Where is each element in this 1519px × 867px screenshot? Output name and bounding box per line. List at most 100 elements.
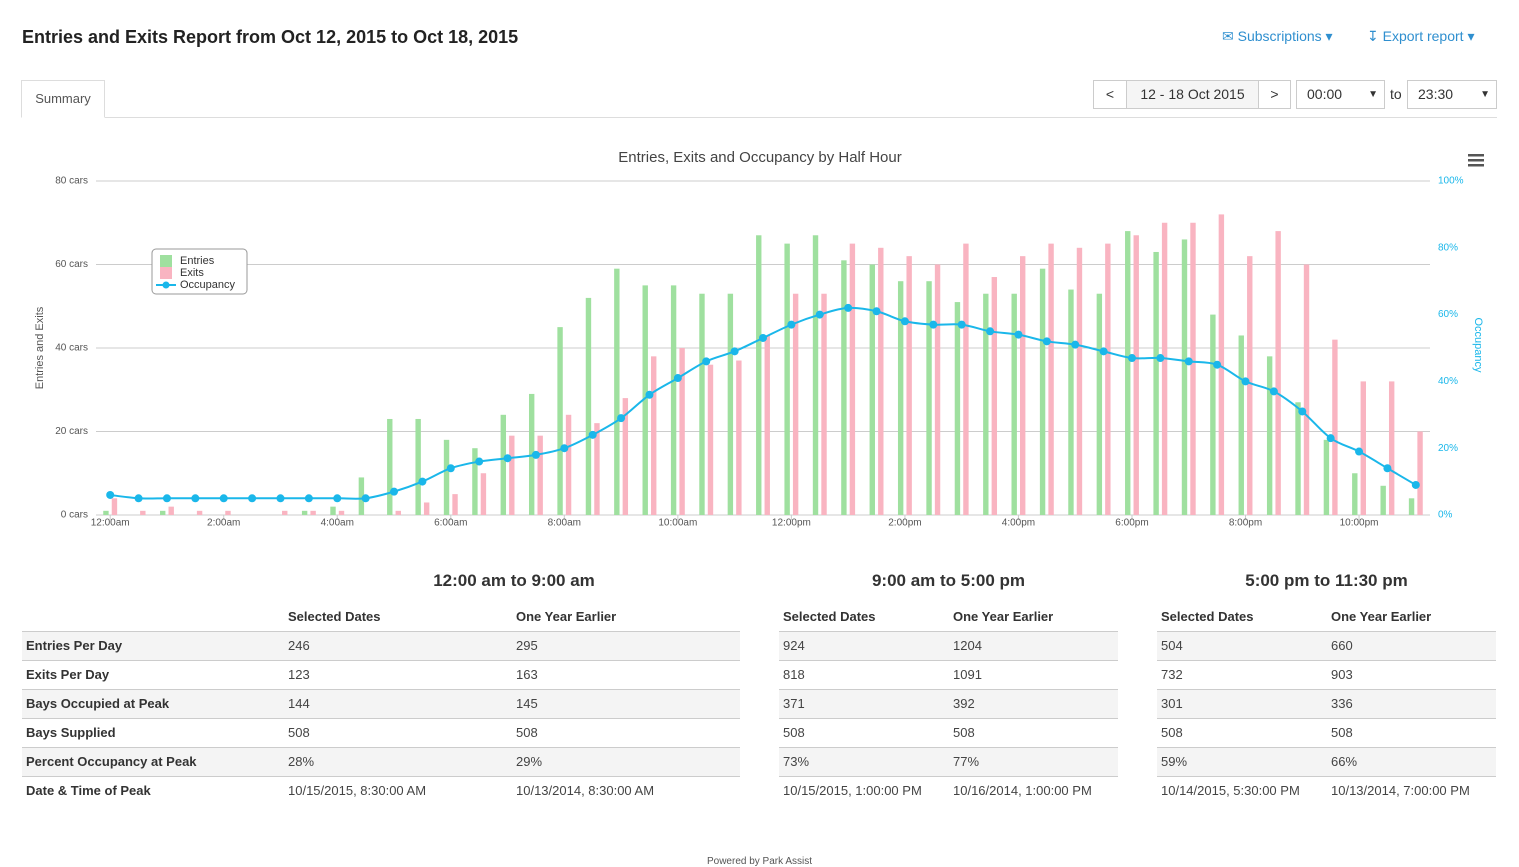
next-button[interactable]: >	[1258, 80, 1291, 109]
bar	[225, 510, 231, 515]
x-tick-label: 4:00am	[321, 518, 354, 529]
bar	[423, 502, 430, 515]
from-value[interactable]: 00:00	[1307, 86, 1343, 102]
point	[588, 430, 597, 439]
table-cell: 295	[516, 638, 538, 653]
table-cell: 301	[1161, 696, 1183, 711]
bar	[707, 364, 714, 515]
subscriptions-label[interactable]: Subscriptions	[1237, 28, 1322, 44]
table-cell: 508	[288, 725, 310, 740]
export[interactable]: ↧ Export report ▾	[1367, 28, 1475, 44]
bar	[1360, 381, 1366, 515]
point	[446, 464, 455, 473]
bar	[1247, 256, 1253, 515]
point	[418, 477, 427, 486]
bar	[140, 510, 146, 515]
table-cell: 246	[288, 638, 310, 653]
y-axis-label: Entries and Exits	[34, 306, 46, 389]
from-select[interactable]: 00:00 ▼	[1296, 80, 1385, 109]
point	[1411, 480, 1420, 489]
bar	[415, 418, 421, 515]
row-label: Bays Occupied at Peak	[26, 696, 170, 711]
table-row	[1157, 747, 1496, 776]
legend-label: Entries	[180, 255, 215, 267]
bar	[1275, 231, 1281, 515]
point	[986, 327, 995, 336]
point	[475, 457, 484, 466]
bar	[1190, 222, 1196, 515]
subscriptions[interactable]: ✉ Subscriptions ▾	[1222, 28, 1333, 44]
to-select[interactable]: 23:30 ▼	[1407, 80, 1497, 109]
y2-tick-label: 60%	[1438, 309, 1458, 320]
bar	[1238, 335, 1244, 515]
bar	[1388, 381, 1395, 515]
bar	[756, 235, 762, 515]
range-button[interactable]: 12 - 18 Oct 2015	[1126, 80, 1259, 109]
bar	[1417, 431, 1423, 515]
bar	[443, 439, 450, 515]
bar	[878, 247, 884, 516]
bar	[528, 393, 535, 515]
point	[1184, 357, 1193, 366]
row-label: Entries Per Day	[26, 638, 123, 653]
point	[787, 320, 796, 329]
point	[759, 333, 767, 342]
bar	[472, 448, 478, 515]
point	[957, 320, 966, 329]
bar	[727, 293, 734, 515]
table-row	[22, 689, 740, 718]
bar	[670, 285, 677, 515]
bar	[869, 264, 875, 515]
bar	[1323, 439, 1330, 515]
bar	[622, 398, 629, 515]
y-tick-label: 80 cars	[55, 176, 88, 187]
y-tick-label: 20 cars	[55, 426, 88, 437]
bar	[1408, 498, 1415, 515]
bar	[1125, 231, 1131, 515]
x-tick-label: 4:00pm	[1002, 518, 1035, 529]
point	[248, 494, 257, 503]
table-cell: 77%	[953, 754, 980, 769]
y2-tick-label: 20%	[1438, 443, 1458, 454]
table-row	[779, 689, 1118, 718]
bar	[509, 435, 515, 515]
legend-swatch	[160, 255, 172, 267]
bar	[160, 510, 166, 515]
y2-tick-label: 40%	[1438, 376, 1458, 387]
point	[1127, 354, 1136, 363]
table-row	[22, 660, 740, 689]
table-cell: 732	[1161, 667, 1183, 682]
table-cell: 903	[1331, 667, 1353, 682]
y2-tick-label: 100%	[1438, 176, 1464, 187]
table-cell: 145	[516, 696, 538, 711]
legend-dot	[162, 281, 170, 289]
x-tick-label: 2:00am	[207, 518, 240, 529]
bar	[1011, 293, 1017, 515]
point	[702, 357, 711, 366]
bar	[1019, 256, 1026, 515]
row-label: Date & Time of Peak	[26, 783, 151, 798]
table-cell: 371	[783, 696, 805, 711]
table-row	[22, 747, 740, 776]
point	[872, 307, 881, 316]
bar	[480, 473, 487, 515]
to-value[interactable]: 23:30	[1418, 86, 1454, 102]
x-tick-label: 6:00am	[434, 518, 467, 529]
bar	[812, 235, 819, 515]
bar	[1352, 473, 1358, 515]
point	[1383, 464, 1392, 473]
point	[645, 390, 654, 399]
bar	[358, 477, 365, 515]
bar	[897, 281, 904, 515]
bar	[395, 510, 401, 515]
tab[interactable]: Summary	[21, 80, 105, 118]
table-cell: 392	[953, 696, 975, 711]
bar	[452, 494, 458, 515]
table-row	[22, 631, 740, 660]
export-label[interactable]: Export report	[1382, 28, 1464, 44]
table-cell: 924	[783, 638, 805, 653]
menu-icon[interactable]	[1468, 154, 1484, 167]
table-cell: 59%	[1161, 754, 1188, 769]
bar	[1133, 235, 1139, 515]
